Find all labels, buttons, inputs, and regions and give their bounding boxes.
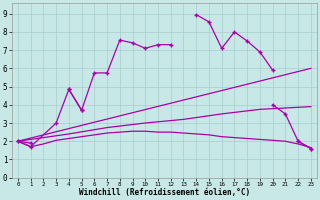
X-axis label: Windchill (Refroidissement éolien,°C): Windchill (Refroidissement éolien,°C) [79, 188, 250, 197]
